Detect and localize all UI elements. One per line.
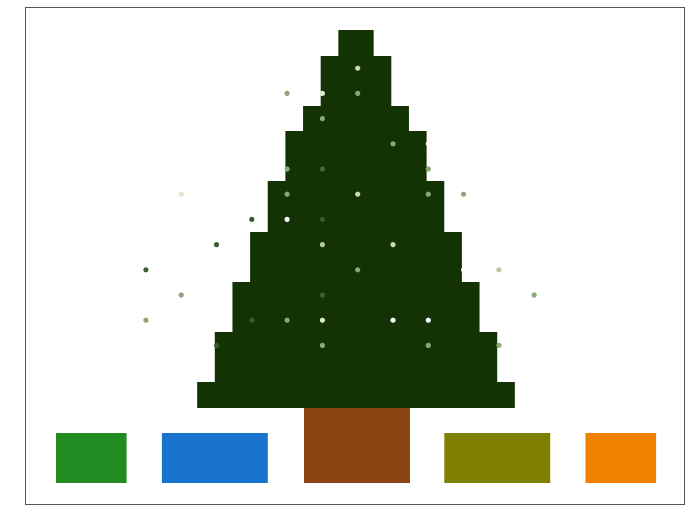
light <box>143 267 149 273</box>
light <box>425 116 431 122</box>
light <box>319 90 325 96</box>
light <box>461 191 467 197</box>
light <box>319 342 325 348</box>
light <box>355 90 361 96</box>
light <box>319 216 325 222</box>
tree-tier <box>232 282 480 332</box>
tree-tier <box>285 131 427 181</box>
light <box>390 317 396 323</box>
light <box>425 141 431 147</box>
tree-tier <box>338 30 374 56</box>
light <box>319 166 325 172</box>
light <box>425 342 431 348</box>
light <box>355 267 361 273</box>
light <box>249 216 255 222</box>
palette-swatch-orange[interactable] <box>585 433 657 483</box>
light <box>178 292 184 298</box>
palette-swatch-blue[interactable] <box>161 433 268 483</box>
light <box>425 166 431 172</box>
light <box>213 317 220 323</box>
tree-scene[interactable] <box>26 8 684 504</box>
light <box>249 317 255 323</box>
light <box>319 242 325 248</box>
trunk-layer <box>304 408 410 483</box>
light <box>143 317 149 323</box>
tree-tier <box>197 382 515 408</box>
light <box>461 141 467 147</box>
light <box>319 317 325 323</box>
light <box>496 267 502 273</box>
light <box>284 216 290 222</box>
light <box>178 191 184 197</box>
light <box>496 342 502 348</box>
light <box>284 166 290 172</box>
color-palette[interactable] <box>56 433 657 483</box>
light <box>390 242 396 248</box>
light <box>284 90 290 96</box>
game-board[interactable] <box>25 7 685 505</box>
lights <box>143 65 573 348</box>
tree <box>197 30 515 408</box>
light <box>213 242 220 248</box>
light <box>425 317 431 323</box>
tree-tier <box>250 232 462 282</box>
light <box>461 267 467 273</box>
light <box>319 116 325 122</box>
light <box>531 292 537 298</box>
light <box>390 141 396 147</box>
tree-tier <box>303 106 409 131</box>
light <box>566 292 573 298</box>
palette-swatch-olive[interactable] <box>444 433 551 483</box>
tree-tier <box>267 181 445 232</box>
tree-tier <box>214 332 498 382</box>
light <box>213 342 220 348</box>
light <box>284 317 290 323</box>
light <box>319 292 325 298</box>
light <box>355 191 361 197</box>
palette-swatch-green[interactable] <box>56 433 127 483</box>
tree-tier <box>320 56 392 106</box>
light <box>355 65 361 71</box>
trunk <box>304 408 410 483</box>
light <box>425 191 431 197</box>
light <box>284 191 290 197</box>
